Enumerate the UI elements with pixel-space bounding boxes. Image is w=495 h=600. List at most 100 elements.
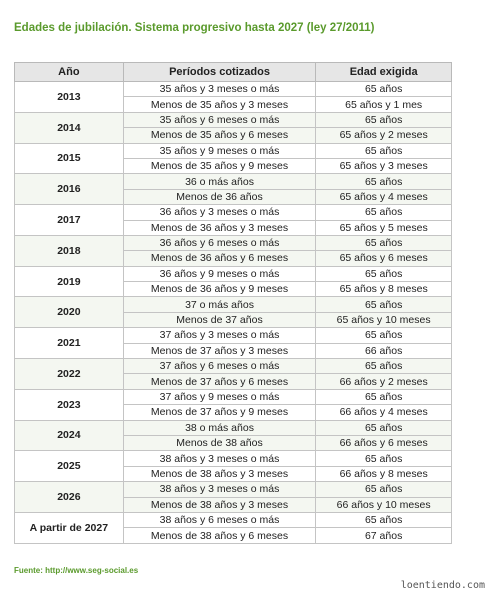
age-cell: 67 años	[315, 527, 452, 544]
table-row: 2021 37 años y 3 meses o más 65 años	[14, 327, 452, 360]
table-row: 2020 37 o más años 65 años	[14, 296, 452, 329]
period-cell: Menos de 38 años y 3 meses	[122, 465, 317, 483]
table-row: Menos de 38 años y 3 meses 66 años y 10 m…	[15, 496, 452, 513]
year-cell: 2023	[14, 388, 124, 421]
period-cell: 38 o más años	[122, 419, 317, 436]
table-row: Menos de 37 años y 6 meses 66 años y 2 me…	[15, 373, 452, 390]
age-cell: 65 años	[315, 296, 452, 313]
table-row: Menos de 38 años y 6 meses 67 años	[15, 527, 452, 544]
table-row: Menos de 36 años y 6 meses 65 años y 6 me…	[15, 250, 452, 267]
period-cell: 35 años y 6 meses o más	[122, 111, 317, 129]
year-cell: 2013	[14, 81, 124, 113]
period-cell: Menos de 37 años	[122, 311, 317, 329]
table-row: 2018 36 años y 6 meses o más 65 años	[14, 234, 452, 267]
year-cell: 2026	[14, 481, 124, 513]
period-cell: 38 años y 3 meses o más	[122, 450, 317, 467]
year-cell: 2016	[14, 173, 124, 206]
watermark: loentiendo.com	[400, 580, 485, 591]
table-row: Menos de 37 años y 3 meses 66 años	[15, 342, 452, 360]
year-cell: 2017	[14, 204, 124, 236]
age-cell: 66 años y 4 meses	[315, 404, 452, 421]
period-cell: 38 años y 3 meses o más	[122, 481, 317, 498]
period-cell: Menos de 35 años y 3 meses	[122, 96, 317, 113]
period-cell: 35 años y 9 meses o más	[122, 142, 317, 159]
year-cell: 2018	[14, 234, 124, 267]
table-row: Menos de 36 años y 9 meses 65 años y 8 me…	[15, 281, 452, 298]
table-row: 2017 36 años y 3 meses o más 65 años	[14, 204, 452, 236]
age-cell: 65 años y 4 meses	[315, 188, 452, 206]
age-cell: 65 años	[315, 234, 452, 252]
year-cell: 2019	[14, 265, 124, 298]
age-cell: 65 años	[315, 204, 452, 221]
column-header: Edad exigida	[315, 62, 452, 82]
period-cell: Menos de 35 años y 6 meses	[122, 127, 317, 144]
table-row: 2022 37 años y 6 meses o más 65 años	[14, 358, 452, 390]
period-cell: Menos de 35 años y 9 meses	[122, 157, 317, 175]
period-cell: 36 años y 3 meses o más	[122, 204, 317, 221]
period-cell: Menos de 38 años y 6 meses	[122, 527, 317, 544]
age-cell: 65 años	[315, 111, 452, 129]
year-cell: A partir de 2027	[14, 511, 124, 544]
period-cell: Menos de 37 años y 6 meses	[122, 373, 317, 390]
table-row: 2025 38 años y 3 meses o más 65 años	[14, 450, 452, 483]
retirement-table: Año Períodos cotizados Edad exigida 2013 35…	[14, 62, 452, 544]
year-cell: 2022	[14, 358, 124, 390]
age-cell: 65 años	[315, 419, 452, 436]
table-row: A partir de 2027 38 años y 6 meses o más 6…	[14, 511, 452, 544]
age-cell: 65 años	[315, 265, 452, 283]
age-cell: 66 años y 8 meses	[315, 465, 452, 483]
period-cell: 37 o más años	[122, 296, 317, 313]
period-cell: Menos de 37 años y 9 meses	[122, 404, 317, 421]
table-row: Menos de 37 años y 9 meses 66 años y 4 me…	[15, 404, 452, 421]
table-row: 2016 36 o más años 65 años	[14, 173, 452, 206]
age-cell: 65 años y 2 meses	[315, 127, 452, 144]
period-cell: Menos de 36 años	[122, 188, 317, 206]
period-cell: Menos de 37 años y 3 meses	[122, 342, 317, 360]
table-row: Menos de 38 años y 3 meses 66 años y 8 me…	[15, 465, 452, 483]
column-header: Año	[14, 62, 124, 82]
age-cell: 65 años	[315, 173, 452, 190]
age-cell: 65 años y 3 meses	[315, 157, 452, 175]
period-cell: 37 años y 9 meses o más	[122, 388, 317, 406]
age-cell: 65 años y 6 meses	[315, 250, 452, 267]
age-cell: 65 años	[315, 358, 452, 375]
age-cell: 65 años	[315, 327, 452, 344]
period-cell: 35 años y 3 meses o más	[122, 80, 317, 98]
age-cell: 65 años	[315, 450, 452, 467]
table-row: Menos de 38 años 66 años y 6 meses	[15, 434, 452, 452]
table-body: 2013 35 años y 3 meses o más 65 años Menos …	[14, 80, 452, 544]
age-cell: 66 años y 6 meses	[315, 434, 452, 452]
year-cell: 2024	[14, 419, 124, 452]
age-cell: 66 años	[315, 342, 452, 360]
table-row: 2026 38 años y 3 meses o más 65 años	[14, 481, 452, 513]
period-cell: 37 años y 3 meses o más	[122, 327, 317, 344]
age-cell: 65 años y 8 meses	[315, 281, 452, 298]
table-row: Menos de 37 años 65 años y 10 meses	[15, 311, 452, 329]
period-cell: 37 años y 6 meses o más	[122, 358, 317, 375]
column-header: Períodos cotizados	[122, 62, 317, 82]
age-cell: 66 años y 2 meses	[315, 373, 452, 390]
period-cell: 36 años y 9 meses o más	[122, 265, 317, 283]
age-cell: 66 años y 10 meses	[315, 496, 452, 513]
age-cell: 65 años	[315, 481, 452, 498]
year-cell: 2014	[14, 111, 124, 144]
table-row: 2014 35 años y 6 meses o más 65 años	[14, 111, 452, 144]
period-cell: Menos de 38 años y 3 meses	[122, 496, 317, 513]
age-cell: 65 años y 5 meses	[315, 219, 452, 236]
age-cell: 65 años	[315, 80, 452, 98]
table-row: 2024 38 o más años 65 años	[14, 419, 452, 452]
age-cell: 65 años	[315, 142, 452, 159]
table-row: 2015 35 años y 9 meses o más 65 años	[14, 142, 452, 175]
table-row: Menos de 36 años 65 años y 4 meses	[15, 188, 452, 206]
header-row: Año Períodos cotizados Edad exigida	[14, 62, 452, 82]
period-cell: Menos de 36 años y 6 meses	[122, 250, 317, 267]
year-cell: 2025	[14, 450, 124, 483]
period-cell: Menos de 36 años y 3 meses	[122, 219, 317, 236]
period-cell: Menos de 36 años y 9 meses	[122, 281, 317, 298]
table-row: Menos de 35 años y 3 meses 65 años y 1 me…	[15, 96, 452, 113]
title: Edades de jubilación. Sistema progresivo…	[14, 22, 375, 34]
age-cell: 65 años	[315, 511, 452, 529]
age-cell: 65 años y 1 mes	[315, 96, 452, 113]
period-cell: 36 o más años	[122, 173, 317, 190]
